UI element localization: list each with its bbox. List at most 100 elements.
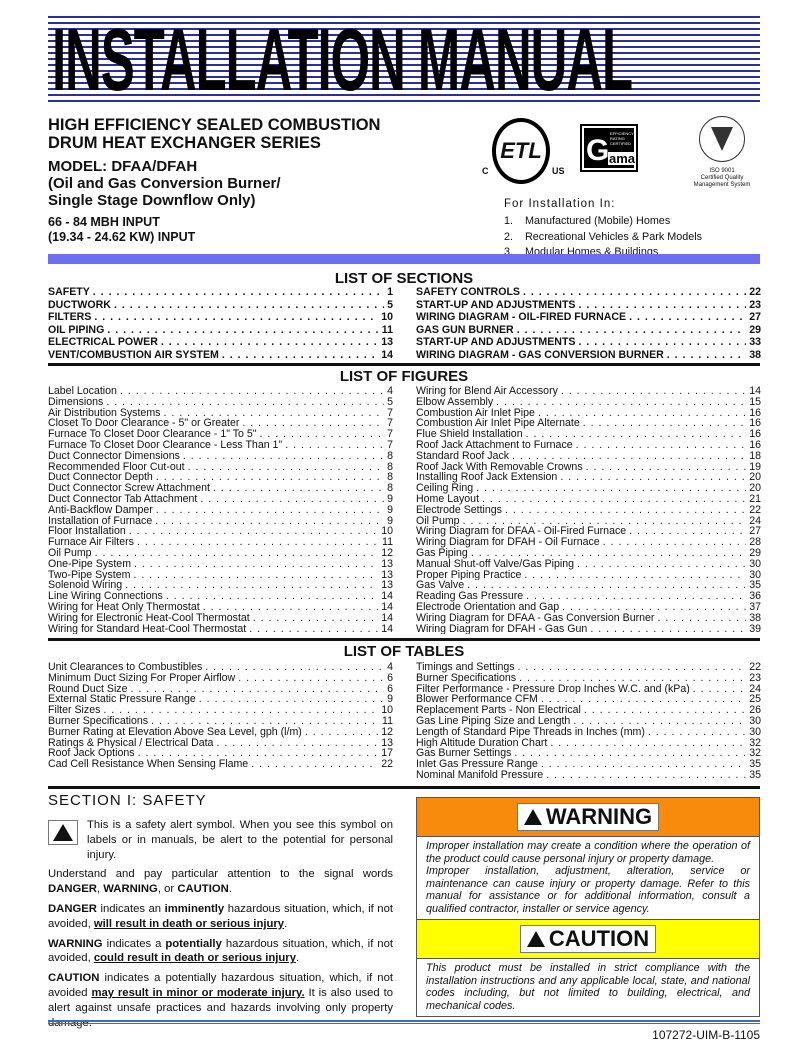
toc-entry-title: Furnace To Closet Door Clearance - Less … [48, 439, 283, 451]
dot-leader [249, 624, 378, 635]
toc-entry-title: Furnace Air Filters [48, 537, 134, 548]
toc-entry-title: Ratings & Physical / Electrical Data [48, 737, 214, 749]
warning-triangle-icon [523, 809, 542, 825]
toc-entry: Solenoid Wiring 13 [48, 580, 393, 591]
dot-leader [584, 705, 746, 716]
toc-entry-page: 8 [387, 450, 393, 462]
dot-leader [538, 408, 746, 419]
toc-entry-page: 14 [381, 601, 393, 613]
toc-entry-page: 33 [749, 336, 761, 349]
toc-entry: External Static Pressure Range 9 [48, 694, 393, 705]
toc-entry: Oil Pump 24 [416, 516, 761, 527]
toc-entry-title: Duct Connector Dimensions [48, 450, 180, 462]
dot-leader [629, 311, 746, 324]
dot-leader [183, 451, 384, 462]
warning-text-1: Improper installation may create a condi… [426, 840, 750, 865]
dot-leader [203, 602, 379, 613]
toc-entry-page: 24 [749, 683, 761, 695]
toc-entry: Filter Performance - Pressure Drop Inche… [416, 684, 761, 695]
toc-entry-title: Round Duct Size [48, 683, 128, 695]
dot-leader [205, 662, 384, 673]
dot-leader [114, 299, 384, 312]
toc-entry: WIRING DIAGRAM - OIL-FIRED FURNACE 27 [416, 311, 761, 324]
caution-text: This product must be installed in strict… [426, 962, 750, 1012]
toc-entry-title: Air Distribution Systems [48, 407, 161, 419]
model-desc-2: Single Stage Downflow Only) [48, 192, 256, 209]
dot-leader [576, 440, 747, 451]
toc-entry: Two-Pipe System 13 [48, 570, 393, 581]
dot-leader [285, 440, 384, 451]
installation-targets: For Installation In: 1. Manufactured (Mob… [504, 197, 764, 261]
toc-entry: START-UP AND ADJUSTMENTS 23 [416, 299, 761, 312]
dot-leader [496, 397, 746, 408]
toc-entry: Closet To Door Clearance - 5" or Greater… [48, 418, 393, 429]
toc-entry-page: 17 [381, 748, 393, 760]
dot-leader [238, 673, 384, 684]
toc-entry: Round Duct Size 6 [48, 684, 393, 695]
toc-entry-title: Reading Gas Pressure [416, 591, 524, 602]
toc-entry-title: Wiring Diagram for DFAA - Oil-Fired Furn… [416, 526, 627, 538]
toc-entry-page: 20 [749, 483, 761, 494]
toc-entry: VENT/COMBUSTION AIR SYSTEM 14 [48, 349, 393, 362]
toc-entry-title: Combustion Air Inlet Pipe [416, 407, 535, 419]
toc-entry-page: 5 [387, 396, 393, 408]
footer-rule [48, 1020, 760, 1024]
toc-entry-title: DUCTWORK [48, 298, 111, 311]
toc-entry: Anti-Backflow Damper 9 [48, 505, 393, 516]
dot-leader [188, 462, 384, 473]
dot-leader [156, 505, 384, 516]
toc-entry-title: Wiring for Standard Heat-Cool Thermostat [48, 623, 247, 635]
caution-box: CAUTION This product must be installed i… [416, 919, 760, 1017]
caution-label: CAUTION [548, 926, 650, 951]
toc-entry-page: 13 [381, 336, 393, 349]
dot-leader [482, 494, 746, 505]
toc-entry-title: SAFETY CONTROLS [416, 286, 520, 298]
iso-logo: ISO 9001 Certified Quality Management Syst… [682, 116, 762, 196]
toc-entry: Roof Jack Attachment to Furnace 16 [416, 440, 761, 451]
warning-text-2: Improper installation, adjustment, alter… [426, 865, 750, 915]
toc-entry-page: 14 [381, 591, 393, 602]
toc-entry-page: 7 [387, 429, 393, 440]
manual-title: INSTALLATION MANUAL [52, 10, 633, 109]
dot-leader [579, 336, 747, 349]
toc-entry-page: 22 [381, 759, 393, 770]
toc-entry: Air Distribution Systems 7 [48, 408, 393, 419]
toc-entry: Ratings & Physical / Electrical Data 13 [48, 738, 393, 749]
toc-entry-title: Proper Piping Practice [416, 569, 522, 581]
toc-entry-title: Length of Standard Pipe Threads in Inche… [416, 726, 645, 738]
toc-entry-page: 5 [387, 298, 393, 311]
toc-entry-page: 23 [749, 672, 761, 684]
toc-entry-title: FILTERS [48, 311, 92, 324]
toc-entry-page: 12 [381, 547, 393, 559]
toc-entry: High Altitude Duration Chart 32 [416, 738, 761, 749]
toc-entry: Gas Line Piping Size and Length 30 [416, 716, 761, 727]
dot-leader [251, 759, 378, 770]
toc-entry-title: Gas Burner Settings [416, 748, 512, 760]
toc-entry: Label Location 4 [48, 386, 393, 397]
toc-entry: Roof Jack With Removable Crowns 19 [416, 462, 761, 473]
dot-leader [550, 738, 746, 749]
safety-section: SECTION I: SAFETY This is a safety alert… [48, 792, 393, 1030]
dot-leader [94, 311, 378, 324]
toc-entry: Length of Standard Pipe Threads in Inche… [416, 727, 761, 738]
toc-entry: Wiring for Standard Heat-Cool Thermostat… [48, 624, 393, 635]
toc-entry-page: 35 [749, 769, 761, 781]
toc-entry-title: Nominal Manifold Pressure [416, 769, 544, 781]
toc-entry: Gas Valve 35 [416, 580, 761, 591]
toc-entry-page: 21 [749, 493, 761, 505]
warning-label: WARNING [545, 804, 653, 829]
toc-entry: Timings and Settings 22 [416, 662, 761, 673]
dot-leader [103, 705, 378, 716]
toc-entry-page: 37 [749, 601, 761, 613]
toc-entry: Unit Clearances to Combustibles 4 [48, 662, 393, 673]
dot-leader [667, 349, 746, 362]
dot-leader [120, 386, 384, 397]
dot-leader [514, 748, 746, 759]
dot-leader [161, 336, 378, 349]
toc-entry-page: 36 [749, 591, 761, 602]
dot-leader [463, 516, 747, 527]
toc-entry-page: 6 [387, 683, 393, 695]
figures-list-left: Label Location4Dimensions5Air Distributi… [48, 386, 393, 634]
toc-entry: Duct Connector Tab Attachment 9 [48, 494, 393, 505]
dot-leader [155, 516, 384, 527]
